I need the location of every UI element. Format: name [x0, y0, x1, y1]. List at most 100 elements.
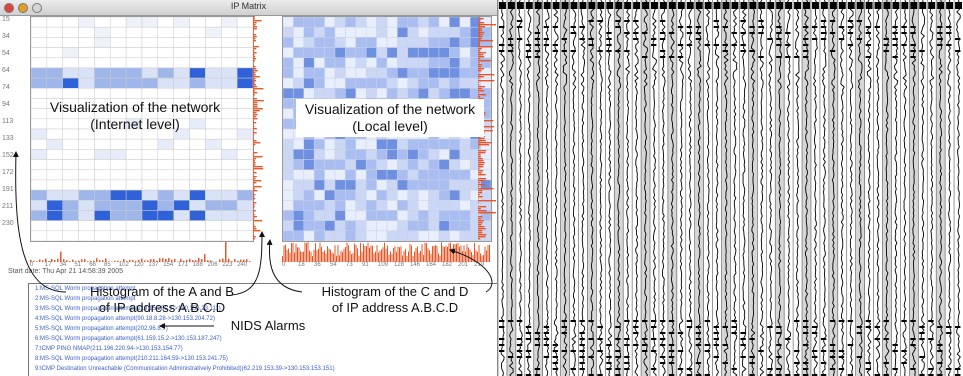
alarm-row[interactable]: 4:MS-SQL Worm propagation attempt(90.18.…	[35, 316, 215, 322]
waveform-trace	[911, 0, 917, 376]
column-marker	[534, 2, 542, 9]
signal-mark	[740, 332, 746, 334]
histogram-bar	[417, 246, 418, 262]
histogram-bar	[438, 253, 439, 262]
signal-mark	[749, 26, 755, 28]
signal-mark	[928, 374, 934, 376]
signal-mark	[874, 26, 880, 28]
histogram-bar	[478, 192, 483, 194]
histogram-bar	[478, 180, 485, 182]
waveform-trace	[902, 0, 908, 376]
grid-column	[506, 0, 516, 376]
signal-mark	[937, 344, 943, 346]
histogram-bar	[397, 246, 399, 262]
column-marker	[785, 2, 793, 9]
signal-mark	[847, 26, 854, 28]
histogram-bar	[478, 158, 483, 160]
signal-mark	[811, 374, 818, 376]
histogram-bar	[253, 222, 254, 224]
signal-mark	[865, 44, 871, 46]
histogram-bar	[474, 242, 475, 262]
signal-mark	[883, 362, 889, 364]
signal-mark	[659, 362, 666, 364]
histogram-bar	[478, 212, 496, 214]
signal-mark	[713, 26, 719, 28]
signal-mark	[534, 344, 541, 346]
x-tick-label: 85	[104, 262, 111, 268]
histogram-bar	[481, 255, 483, 262]
grid-column	[909, 0, 919, 376]
histogram-bar	[253, 68, 257, 70]
histogram-bar	[400, 246, 402, 262]
histogram-bar	[253, 54, 255, 56]
signal-mark	[865, 368, 871, 370]
column-marker	[642, 2, 650, 9]
signal-mark	[642, 320, 648, 322]
signal-mark	[865, 56, 871, 58]
histogram-bar	[478, 58, 481, 60]
histogram-bar	[445, 245, 447, 262]
signal-mark	[597, 338, 603, 340]
histogram-bar	[253, 140, 257, 142]
alarm-row[interactable]: 3:MS-SQL Worm propagation attempt(219.15…	[35, 306, 221, 312]
histogram-bar	[297, 247, 298, 262]
histogram-cd-caption: Histogram of the C and D of IP address A…	[300, 284, 490, 316]
signal-mark	[946, 32, 952, 34]
histogram-bar	[478, 202, 479, 204]
signal-mark	[767, 38, 773, 40]
signal-mark	[928, 368, 934, 370]
alarm-row[interactable]: 7:ICMP PING NMAP(211.196.220.94->130.153…	[35, 346, 183, 352]
signal-mark	[713, 44, 719, 46]
waveform-trace	[750, 0, 756, 376]
signal-mark	[937, 38, 943, 40]
histogram-bar	[253, 216, 257, 218]
signal-mark	[507, 44, 514, 46]
histogram-bar	[363, 243, 364, 262]
signal-mark	[758, 20, 764, 22]
histogram-bar	[253, 30, 254, 32]
histogram-bar	[210, 260, 212, 262]
alarm-row[interactable]: 2:MS-SQL Worm propagation attempt	[35, 296, 136, 302]
signal-mark	[776, 38, 782, 40]
close-button[interactable]	[4, 3, 14, 13]
histogram-bar	[478, 44, 481, 46]
local-level-label: Visualization of the network (Local leve…	[296, 99, 484, 137]
alarm-row[interactable]: 8:MS-SQL Worm propagation attempt(210.21…	[35, 356, 228, 362]
histogram-bar	[478, 98, 484, 100]
histogram-bar	[204, 254, 206, 262]
histogram-bar	[132, 260, 134, 262]
histogram-bar	[253, 20, 262, 22]
signal-mark	[516, 344, 523, 346]
histogram-bar	[484, 246, 486, 262]
alarm-row[interactable]: 6:MS-SQL Worm propagation attempt(61.159…	[35, 336, 222, 342]
alarm-row[interactable]: 9:ICMP Destination Unreachable (Communic…	[35, 366, 335, 372]
signal-mark	[803, 326, 809, 328]
signal-mark	[615, 326, 621, 328]
zoom-button[interactable]	[32, 3, 42, 13]
signal-mark	[776, 332, 782, 334]
signal-mark	[758, 26, 764, 28]
internet-matrix[interactable]	[30, 16, 254, 242]
histogram-bar	[195, 260, 197, 262]
histogram-bar	[306, 243, 307, 262]
x-tick-label: 0	[282, 262, 286, 268]
grid-column	[748, 0, 758, 376]
alarm-row[interactable]: 5:MS-SQL Worm propagation attempt(202.96…	[35, 326, 168, 332]
signal-mark	[731, 326, 737, 328]
histogram-bar	[186, 259, 188, 262]
minimize-button[interactable]	[18, 3, 28, 13]
signal-mark	[659, 332, 666, 334]
alarm-row[interactable]: 1:MS-SQL Worm propagation attempt	[35, 286, 136, 292]
histogram-bar	[465, 251, 466, 262]
signal-mark	[856, 332, 863, 334]
signal-mark	[686, 26, 693, 28]
histogram-bar	[72, 259, 74, 262]
signal-mark	[910, 368, 916, 370]
x-tick-label: 0	[30, 262, 34, 268]
histogram-bar	[478, 90, 485, 92]
signal-mark	[695, 26, 702, 28]
waveform-trace	[848, 0, 854, 376]
histogram-bar	[478, 190, 483, 192]
histogram-bar	[312, 255, 313, 262]
x-tick-label: 73	[346, 262, 353, 268]
